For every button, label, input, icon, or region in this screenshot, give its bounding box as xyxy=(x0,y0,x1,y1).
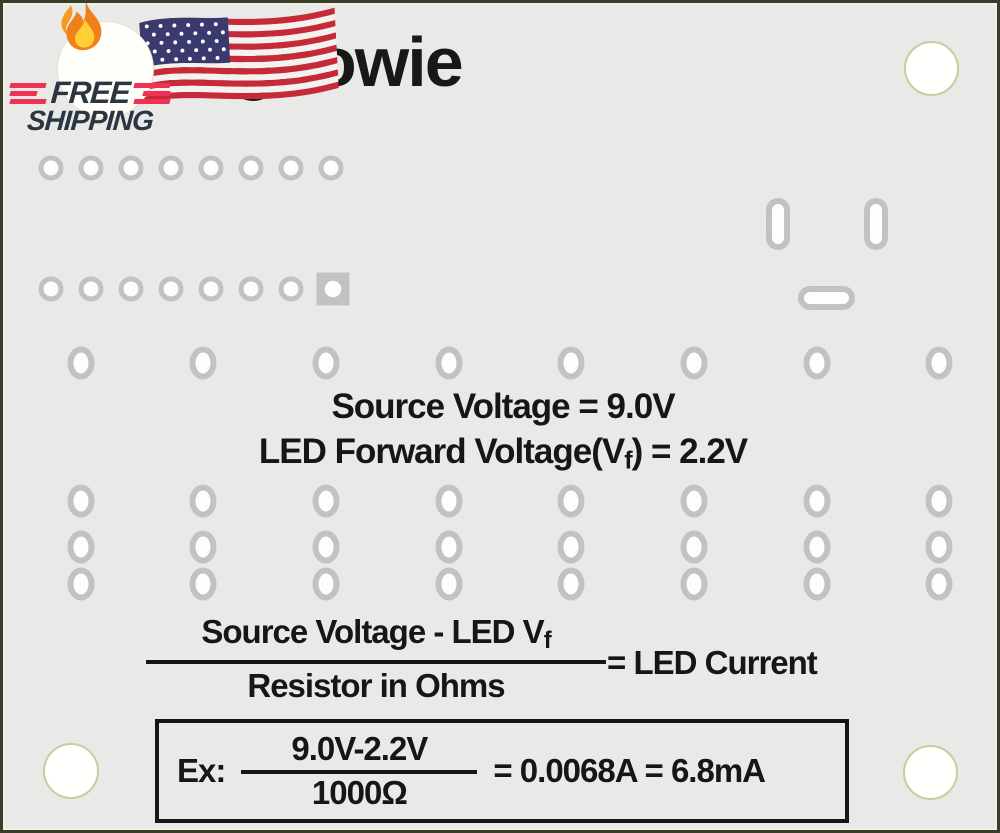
formula-denominator: Resistor in Ohms xyxy=(247,667,505,705)
example-fraction: 9.0V-2.2V 1000Ω xyxy=(241,730,478,812)
pcb-pad xyxy=(318,155,344,181)
pcb-pad xyxy=(198,276,224,302)
pcb-pad xyxy=(803,530,831,564)
led-current-formula: Source Voltage - LED Vf Resistor in Ohms xyxy=(146,613,606,705)
pcb-pad xyxy=(118,276,144,302)
example-result: = 0.0068A = 6.8mA xyxy=(493,752,766,789)
pcb-pad xyxy=(67,484,95,518)
pcb-pad xyxy=(680,567,708,601)
pcb-pad xyxy=(925,567,953,601)
pcb-pad xyxy=(680,530,708,564)
pcb-slot-vertical xyxy=(766,198,790,250)
pcb-pad xyxy=(78,155,104,181)
pcb-pad xyxy=(78,276,104,302)
vf-subscript: f xyxy=(543,627,552,655)
example-numerator: 9.0V-2.2V xyxy=(291,730,428,767)
pcb-slot-horizontal xyxy=(798,286,855,310)
speed-lines-icon xyxy=(9,82,47,104)
mount-hole-bottom-left xyxy=(43,743,99,799)
source-voltage-text: Source Voltage = 9.0V xyxy=(331,387,675,426)
flame-icon xyxy=(61,3,102,51)
pcb-pad xyxy=(189,484,217,518)
pcb-pad xyxy=(38,276,64,302)
mount-hole-bottom-right xyxy=(903,745,958,800)
pcb-pad xyxy=(312,346,340,380)
pcb-pad xyxy=(680,346,708,380)
pcb-pad xyxy=(278,276,304,302)
pcb-pad xyxy=(925,484,953,518)
pcb-pad xyxy=(435,346,463,380)
pcb-pad xyxy=(67,567,95,601)
speed-lines-icon xyxy=(133,82,171,104)
us-flag-icon xyxy=(139,7,339,104)
fraction-bar xyxy=(146,660,606,665)
pcb-slot-vertical xyxy=(864,198,888,250)
pcb-pad xyxy=(557,346,585,380)
pcb-pad xyxy=(67,530,95,564)
pcb-pad xyxy=(435,567,463,601)
pcb-pad xyxy=(38,155,64,181)
example-label: Ex: xyxy=(177,752,226,789)
pcb-pad xyxy=(803,567,831,601)
badge-shipping-label: SHIPPING xyxy=(26,105,155,136)
pcb-pad xyxy=(557,484,585,518)
pcb-pad xyxy=(925,346,953,380)
vf-subscript: f xyxy=(624,446,632,475)
pcb-pad xyxy=(238,276,264,302)
pcb-pad xyxy=(189,346,217,380)
pcb-pad xyxy=(312,530,340,564)
led-forward-voltage-text: LED Forward Voltage(Vf) = 2.2V xyxy=(258,432,748,475)
pcb-pad xyxy=(67,346,95,380)
free-shipping-badge: FREE SHIPPING xyxy=(5,3,175,136)
pcb-pad xyxy=(278,155,304,181)
pcb-pad xyxy=(189,530,217,564)
pcb-pad xyxy=(312,484,340,518)
pcb-pad xyxy=(118,155,144,181)
pcb-pad xyxy=(803,346,831,380)
pcb-pad xyxy=(803,484,831,518)
pcb-pad xyxy=(435,530,463,564)
pcb-pad xyxy=(925,530,953,564)
pcb-pad xyxy=(435,484,463,518)
pcb-pad xyxy=(158,155,184,181)
pcb-pad xyxy=(680,484,708,518)
formula-numerator: Source Voltage - LED Vf xyxy=(201,613,552,655)
pcb-pad xyxy=(312,567,340,601)
pcb-pad xyxy=(316,272,350,306)
fraction-bar xyxy=(241,770,478,774)
pcb-pad xyxy=(198,155,224,181)
example-denominator: 1000Ω xyxy=(311,774,408,811)
mount-hole-top-right xyxy=(904,41,959,96)
formula-result: = LED Current xyxy=(607,644,818,681)
pcb-pad xyxy=(238,155,264,181)
pcb-pad xyxy=(189,567,217,601)
pcb-pad xyxy=(158,276,184,302)
example-box: Ex: 9.0V-2.2V 1000Ω = 0.0068A = 6.8mA xyxy=(155,719,849,823)
pcb-pad xyxy=(557,530,585,564)
pcb-pad xyxy=(557,567,585,601)
